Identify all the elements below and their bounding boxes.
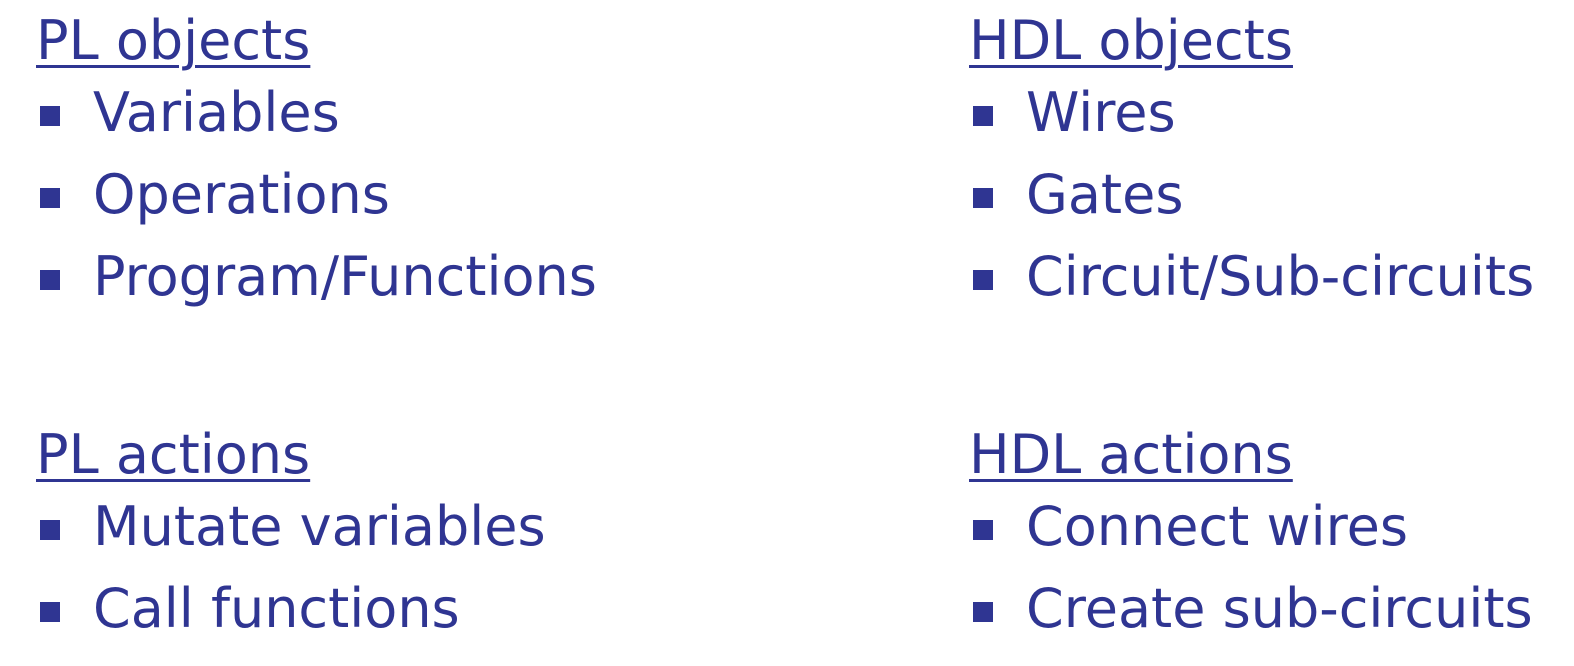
hdl-objects-list: Wires Gates Circuit/Sub-circuits bbox=[969, 72, 1534, 318]
list-item-label: Gates bbox=[1026, 163, 1184, 226]
hdl-objects-heading: HDL objects bbox=[969, 9, 1293, 72]
list-item: Circuit/Sub-circuits bbox=[969, 236, 1534, 318]
hdl-actions-list: Connect wires Create sub-circuits bbox=[969, 486, 1533, 650]
pl-objects-heading: PL objects bbox=[36, 9, 311, 72]
list-item: Program/Functions bbox=[36, 236, 597, 318]
square-bullet-icon bbox=[973, 188, 993, 208]
square-bullet-icon bbox=[40, 188, 60, 208]
list-item-label: Operations bbox=[93, 163, 390, 226]
square-bullet-icon bbox=[973, 520, 993, 540]
list-item: Variables bbox=[36, 72, 597, 154]
list-item: Gates bbox=[969, 154, 1534, 236]
square-bullet-icon bbox=[40, 602, 60, 622]
list-item-label: Variables bbox=[93, 81, 340, 144]
list-item: Operations bbox=[36, 154, 597, 236]
hdl-objects-section: HDL objects Wires Gates Circuit/Sub-circ… bbox=[969, 10, 1534, 318]
pl-actions-list: Mutate variables Call functions bbox=[36, 486, 546, 650]
list-item: Connect wires bbox=[969, 486, 1533, 568]
list-item: Wires bbox=[969, 72, 1534, 154]
list-item-label: Circuit/Sub-circuits bbox=[1026, 245, 1535, 308]
square-bullet-icon bbox=[973, 602, 993, 622]
pl-actions-section: PL actions Mutate variables Call functio… bbox=[36, 424, 546, 650]
list-item-label: Program/Functions bbox=[93, 245, 597, 308]
square-bullet-icon bbox=[40, 106, 60, 126]
square-bullet-icon bbox=[40, 270, 60, 290]
list-item-label: Wires bbox=[1026, 81, 1176, 144]
pl-actions-heading: PL actions bbox=[36, 423, 311, 486]
square-bullet-icon bbox=[40, 520, 60, 540]
pl-objects-section: PL objects Variables Operations Program/… bbox=[36, 10, 597, 318]
hdl-actions-section: HDL actions Connect wires Create sub-cir… bbox=[969, 424, 1533, 650]
list-item-label: Connect wires bbox=[1026, 495, 1408, 558]
list-item-label: Create sub-circuits bbox=[1026, 577, 1533, 640]
list-item-label: Call functions bbox=[93, 577, 460, 640]
hdl-actions-heading: HDL actions bbox=[969, 423, 1293, 486]
square-bullet-icon bbox=[973, 106, 993, 126]
list-item-label: Mutate variables bbox=[93, 495, 546, 558]
square-bullet-icon bbox=[973, 270, 993, 290]
list-item: Call functions bbox=[36, 568, 546, 650]
list-item: Mutate variables bbox=[36, 486, 546, 568]
list-item: Create sub-circuits bbox=[969, 568, 1533, 650]
pl-objects-list: Variables Operations Program/Functions bbox=[36, 72, 597, 318]
